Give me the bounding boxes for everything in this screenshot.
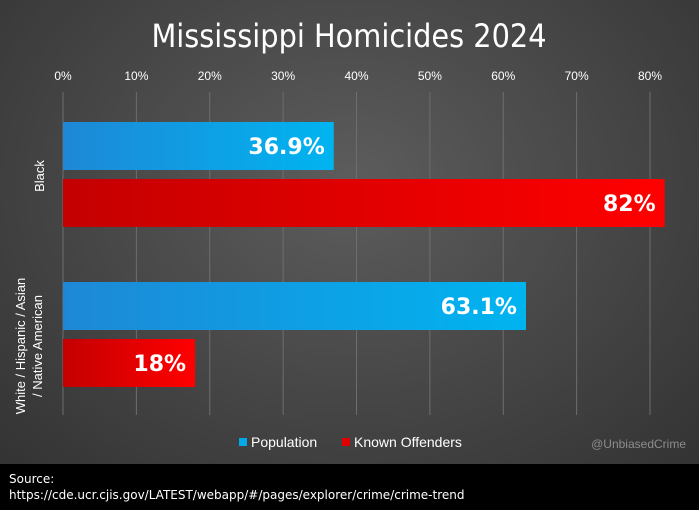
- x-tick-label: 10%: [124, 69, 148, 83]
- category-label: White / Hispanic / Asian / Native America…: [13, 278, 45, 415]
- bar-known-offenders: [63, 179, 665, 227]
- data-label: 36.9%: [248, 135, 324, 160]
- legend-label: Known Offenders: [354, 434, 462, 450]
- x-tick-label: 70%: [565, 69, 589, 83]
- source-footer: Source: https://cde.ucr.cjis.gov/LATEST/…: [0, 464, 699, 510]
- x-tick-label: 40%: [344, 69, 368, 83]
- x-tick-label: 20%: [198, 69, 222, 83]
- watermark: @UnbiasedCrime: [591, 437, 686, 451]
- x-tick-label: 60%: [491, 69, 515, 83]
- legend-swatch: [342, 438, 350, 446]
- chart: Mississippi Homicides 2024 0% 10% 20% 30% 40…: [13, 17, 686, 451]
- x-axis: 0% 10% 20% 30% 40% 50% 60% 70% 80%: [54, 69, 662, 83]
- bar-population: [63, 282, 526, 330]
- bar-population: [63, 122, 334, 170]
- chart-title: Mississippi Homicides 2024: [151, 17, 546, 55]
- data-label: 63.1%: [441, 295, 517, 320]
- chart-frame: Mississippi Homicides 2024 0% 10% 20% 30% 40…: [0, 0, 699, 464]
- x-tick-label: 80%: [638, 69, 662, 83]
- x-tick-label: 0%: [54, 69, 72, 83]
- x-tick-label: 50%: [418, 69, 442, 83]
- category-labels: Black White / Hispanic / Asian / Native Am…: [13, 160, 47, 415]
- bar-known-offenders: [63, 339, 196, 387]
- bars: 36.9% 82% 63.1% 18%: [63, 122, 665, 387]
- legend: Population Known Offenders: [239, 434, 462, 450]
- data-label: 82%: [603, 192, 656, 217]
- source-label: Source:: [9, 472, 55, 486]
- category-label: Black: [32, 160, 47, 192]
- legend-swatch: [239, 438, 247, 446]
- legend-label: Population: [251, 434, 317, 450]
- x-tick-label: 30%: [271, 69, 295, 83]
- source-url[interactable]: https://cde.ucr.cjis.gov/LATEST/webapp/#…: [9, 488, 465, 502]
- data-label: 18%: [133, 352, 186, 377]
